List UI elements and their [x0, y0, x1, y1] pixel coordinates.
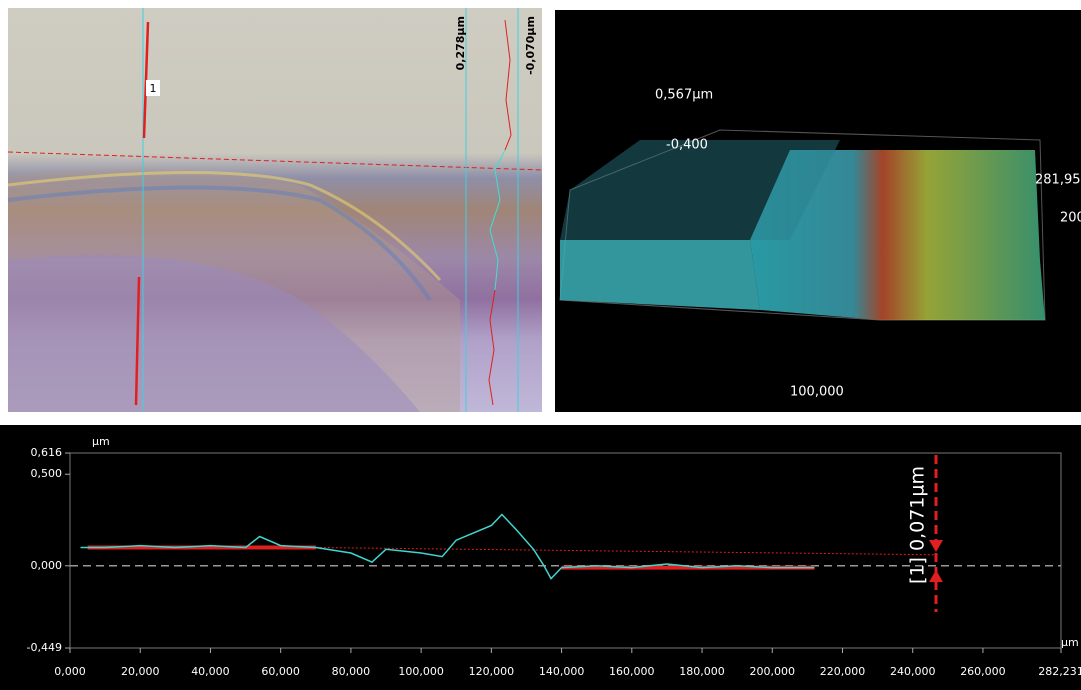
plot-frame — [69, 452, 1062, 649]
axis-label: 281,95 — [1035, 173, 1081, 188]
profile-line — [7, 151, 543, 171]
annotation-arrowhead — [929, 540, 943, 552]
x-tick-label: 220,000 — [820, 665, 866, 678]
x-tick-label: 160,000 — [609, 665, 655, 678]
profile-trace — [489, 149, 506, 291]
marker-label: 1 — [150, 82, 157, 95]
axis-label: 0,567µm — [655, 88, 713, 103]
x-tick-label: 180,000 — [679, 665, 725, 678]
band — [7, 171, 442, 282]
x-tick-label: 200,000 — [750, 665, 796, 678]
x-tick-label: 282,231 — [1038, 665, 1081, 678]
profile-line — [80, 513, 815, 580]
x-tick-label: 0,000 — [54, 665, 86, 678]
surface — [560, 140, 840, 240]
x-tick-label: 40,000 — [191, 665, 230, 678]
x-tick-label: 240,000 — [890, 665, 936, 678]
microscope-view: 1 0,278µm -0,070µm — [7, 8, 543, 412]
y-tick-label: -0,449 — [27, 641, 62, 654]
profile-label: 0,278µm — [454, 16, 467, 70]
annotation-arrowhead — [929, 570, 943, 582]
view-3d: 0,567µm -0,400 281,95 200 100,000 — [555, 10, 1081, 412]
y-tick-label: 0,000 — [31, 559, 63, 572]
y-axis-unit: µm — [92, 435, 110, 448]
band — [8, 255, 420, 412]
annotation-label: [1] 0,071µm — [907, 466, 929, 584]
surface — [560, 240, 760, 310]
chart-panel — [0, 425, 1081, 690]
x-tick-label: 100,000 — [398, 665, 444, 678]
x-tick-label: 140,000 — [539, 665, 585, 678]
fit-line — [315, 547, 938, 556]
y-tick-label: 0,616 — [31, 446, 63, 459]
marker-box — [146, 80, 160, 96]
x-tick-label: 20,000 — [121, 665, 160, 678]
profile-label: -0,070µm — [524, 16, 537, 75]
axis-label: 200 — [1060, 211, 1081, 226]
axis-label: 100,000 — [790, 385, 844, 400]
surface — [750, 150, 1045, 320]
x-axis-unit: µm — [1061, 636, 1079, 649]
y-tick-label: 0,500 — [31, 467, 63, 480]
x-tick-label: 260,000 — [960, 665, 1006, 678]
x-tick-label: 120,000 — [469, 665, 515, 678]
x-tick-label: 60,000 — [261, 665, 300, 678]
axis-label: -0,400 — [666, 138, 708, 153]
band — [7, 185, 432, 302]
profile-trace — [488, 19, 512, 406]
x-tick-label: 80,000 — [332, 665, 371, 678]
measure-line — [134, 276, 141, 406]
